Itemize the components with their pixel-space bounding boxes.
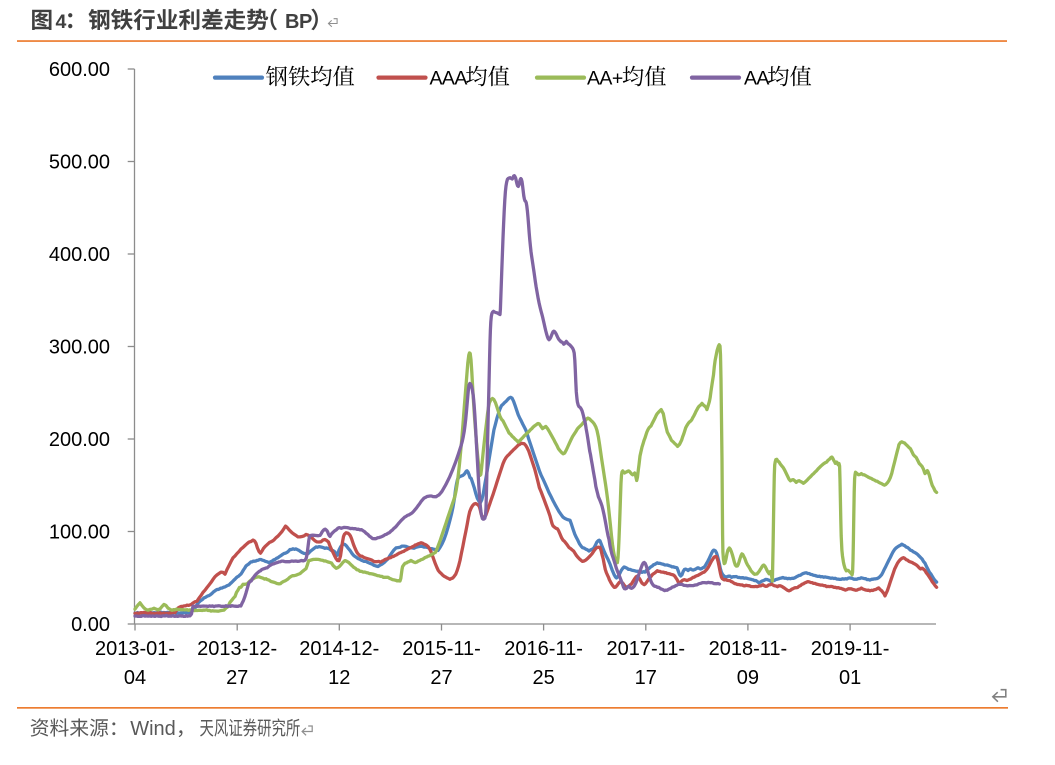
svg-text:AA+: AA+ — [587, 68, 623, 90]
svg-text:01: 01 — [839, 667, 861, 689]
svg-text:2016-11-: 2016-11- — [504, 638, 583, 660]
svg-text:25: 25 — [532, 667, 554, 689]
svg-text:2015-11-: 2015-11- — [402, 638, 481, 660]
svg-text:27: 27 — [226, 667, 248, 689]
svg-text:0.00: 0.00 — [71, 614, 110, 636]
svg-text:400.00: 400.00 — [49, 244, 110, 266]
svg-text:2013-01-: 2013-01- — [95, 638, 175, 660]
svg-text:200.00: 200.00 — [49, 429, 110, 451]
svg-text:500.00: 500.00 — [49, 151, 110, 173]
svg-text:300.00: 300.00 — [49, 336, 110, 358]
svg-text:100.00: 100.00 — [49, 521, 110, 543]
svg-text:04: 04 — [124, 667, 146, 689]
svg-text:2019-11-: 2019-11- — [811, 638, 890, 660]
svg-text:27: 27 — [430, 667, 452, 689]
svg-text:600.00: 600.00 — [49, 59, 110, 81]
svg-text:2014-12-: 2014-12- — [299, 638, 379, 660]
svg-text:BP: BP — [285, 11, 312, 33]
svg-text:AAA: AAA — [430, 68, 468, 90]
svg-text:4: 4 — [56, 11, 67, 33]
svg-text:17: 17 — [635, 667, 657, 689]
svg-text:2017-11-: 2017-11- — [607, 638, 686, 660]
svg-text:12: 12 — [328, 667, 350, 689]
svg-text:09: 09 — [737, 667, 759, 689]
svg-text:AA: AA — [744, 68, 769, 90]
svg-text:2018-11-: 2018-11- — [709, 638, 788, 660]
svg-text:2013-12-: 2013-12- — [197, 638, 277, 660]
svg-text:Wind: Wind — [130, 718, 176, 740]
